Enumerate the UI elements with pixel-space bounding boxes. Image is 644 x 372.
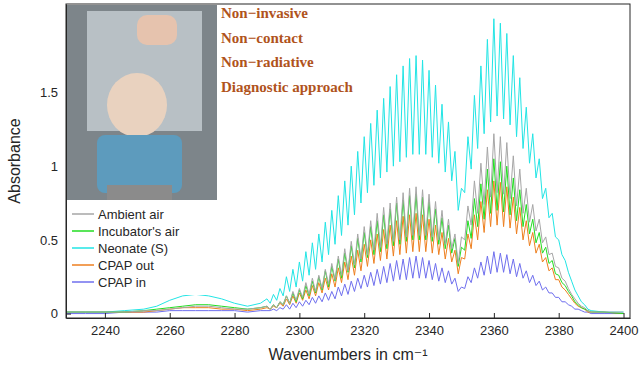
x-axis-tick: 2400 [610,313,639,338]
x-axis-tick-label: 2400 [610,323,639,338]
legend-swatch [72,230,94,232]
x-axis-tick: 2240 [91,313,120,338]
x-axis-tick: 2380 [545,313,574,338]
spectrum-line [66,181,624,314]
x-axis-tick: 2320 [350,313,379,338]
x-axis-tick-label: 2280 [221,323,250,338]
legend-label: CPAP in [98,275,146,290]
spectrum-line [66,134,624,312]
legend-swatch [72,264,94,266]
plot-frame [66,4,630,318]
y-axis-tick-label: 0 [51,306,58,321]
x-axis-tick-mark [364,313,365,318]
x-axis-tick: 2300 [285,313,314,338]
annotation: Non−invasive [221,5,308,21]
y-axis-title: Absorbance [6,118,23,203]
y-axis-tick-label: 0.5 [40,233,58,248]
legend-swatch [72,247,94,249]
annotations: Non−invasive Non−contact Non−radiative Diag… [221,5,353,95]
photo-doll-legs [107,185,172,200]
photo-background [67,5,217,200]
annotation: Non−radiative [221,54,314,70]
x-axis-tick-label: 2320 [350,323,379,338]
legend-item: CPAP in [72,275,146,290]
x-axis-tick: 2360 [480,313,509,338]
x-axis-tick-mark [299,313,300,318]
x-axis-tick-mark [559,313,560,318]
legend-item: Incubator's air [72,224,180,239]
legend-label: Incubator's air [98,224,180,239]
legend-label: Ambient air [98,207,164,222]
x-axis-tick-mark [494,313,495,318]
legend-item: Neonate (S) [72,241,168,256]
legend-box [67,204,207,295]
x-axis-tick-mark [624,313,625,318]
x-axis-tick: 2260 [156,313,185,338]
legend-item: Ambient air [72,207,164,222]
annotation: Diagnostic approach [221,79,353,95]
photo-doll-shirt [97,135,182,193]
x-axis-tick: 2340 [415,313,444,338]
x-axis-tick-mark [235,313,236,318]
x-axis-tick-label: 2340 [415,323,444,338]
y-axis-tick-label: 1 [51,159,58,174]
x-axis-tick-mark [429,313,430,318]
x-axis-tick-label: 2300 [285,323,314,338]
x-axis-title: Wavenumbers in cm⁻¹ [269,346,428,363]
x-axis: 2240 2260 2280 2300 2320 2340 2360 2380 2400 [67,313,639,338]
legend-label: Neonate (S) [98,241,168,256]
photo-doll-head [107,73,167,137]
y-axis-tick: 0 [51,306,71,321]
x-axis-tick-mark [170,313,171,318]
legend-item: CPAP out [72,258,154,273]
plot-area [66,4,630,318]
chart: 2240 2260 2280 2300 2320 2340 2360 2380 2400 0 0.5… [0,0,644,372]
annotation: Non−contact [221,30,303,46]
y-axis-tick-mark [66,314,71,315]
photo-hand [137,15,177,45]
x-axis-tick-label: 2240 [91,323,120,338]
x-axis-tick-label: 2380 [545,323,574,338]
photo-inset [67,5,217,200]
x-axis-tick: 2280 [221,313,250,338]
legend-label: CPAP out [98,258,154,273]
x-axis-tick-label: 2260 [156,323,185,338]
y-axis-tick-label: 1.5 [40,85,58,100]
legend-swatch [72,281,94,283]
legend-swatch [72,213,94,215]
x-axis-tick-label: 2360 [480,323,509,338]
legend: Ambient air Incubator's air Neonate (S) CPA… [67,204,207,295]
x-axis-tick-mark [105,313,106,318]
